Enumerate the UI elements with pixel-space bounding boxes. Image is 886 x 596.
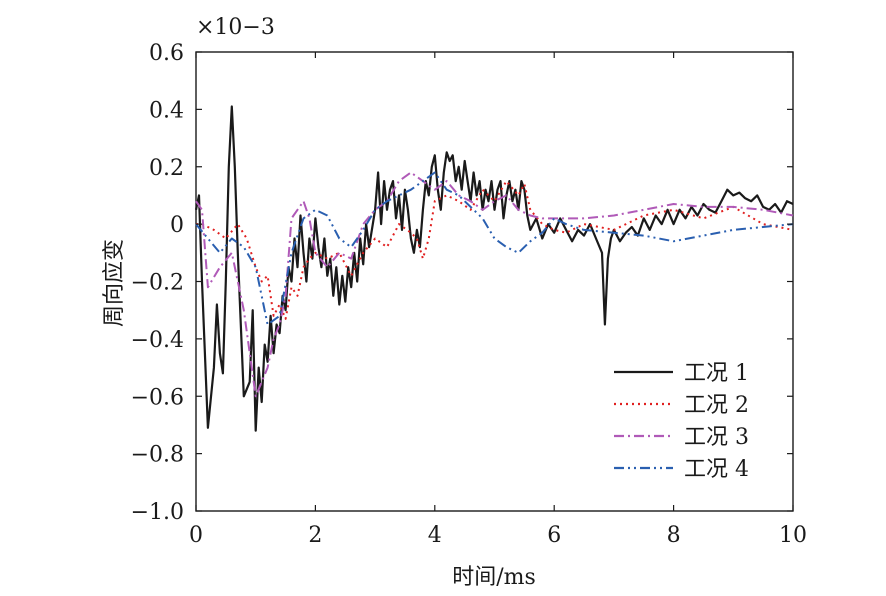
x-tick-label: 2	[308, 523, 322, 548]
y-tick-label: 0.2	[149, 156, 184, 181]
series-lines	[194, 105, 794, 432]
y-axis-title: 周向应变	[102, 239, 127, 327]
series-line-4	[195, 171, 794, 326]
x-tick-label: 4	[428, 523, 442, 548]
y-tick-label: −0.4	[131, 328, 184, 353]
legend-label-1: 工况 1	[684, 361, 749, 386]
axis-ticks: 0 2 4 6 8 10 −1.0 −0.8 −0.6 −0.4 −0.2 0 0.2 0.4 0.6	[131, 41, 807, 548]
y-tick-label: −0.6	[131, 385, 184, 410]
y-tick-label: −1.0	[131, 500, 184, 525]
x-tick-label: 0	[189, 523, 203, 548]
series-line-3	[195, 171, 794, 398]
x-axis-title: 时间/ms	[452, 565, 536, 590]
legend-label-4: 工况 4	[684, 457, 749, 482]
legend: 工况 1 工况 2 工况 3 工况 4	[614, 361, 749, 482]
legend-label-3: 工况 3	[684, 425, 749, 450]
series-line-1	[194, 105, 794, 432]
x-tick-label: 8	[667, 523, 681, 548]
y-tick-label: −0.8	[131, 443, 184, 468]
y-multiplier-label: ×10−3	[196, 15, 275, 40]
x-tick-label: 6	[547, 523, 561, 548]
y-tick-label: 0.4	[149, 98, 184, 123]
legend-label-2: 工况 2	[684, 393, 749, 418]
x-tick-label: 10	[779, 523, 807, 548]
y-tick-label: 0.6	[149, 41, 184, 66]
y-tick-label: 0	[170, 213, 184, 238]
y-tick-label: −0.2	[131, 271, 184, 296]
